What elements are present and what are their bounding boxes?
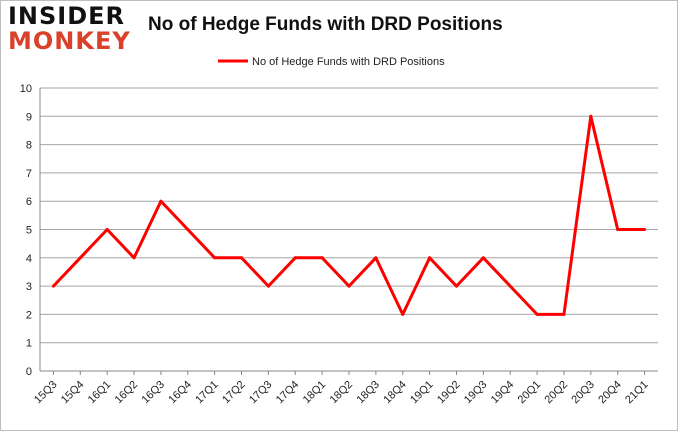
x-tick-label: 17Q1 — [193, 379, 221, 407]
x-tick-label: 16Q4 — [166, 379, 194, 407]
data-point — [374, 256, 378, 260]
x-tick-label: 16Q1 — [86, 379, 114, 407]
x-tick-label: 18Q3 — [354, 379, 382, 407]
data-point — [266, 284, 270, 288]
x-tick-label: 18Q1 — [301, 379, 329, 407]
data-point — [105, 228, 109, 231]
data-point — [78, 256, 82, 260]
x-tick-label: 20Q1 — [516, 379, 544, 407]
data-point — [186, 228, 190, 231]
x-tick-label: 21Q1 — [623, 379, 651, 407]
y-tick-label: 1 — [26, 338, 32, 350]
x-tick-label: 20Q4 — [596, 379, 624, 407]
y-tick-label: 6 — [26, 196, 32, 208]
insider-monkey-logo: INSIDER MONKEY — [8, 4, 131, 54]
data-point — [159, 199, 163, 203]
data-point — [401, 312, 405, 316]
x-tick-label: 17Q3 — [247, 379, 275, 407]
x-tick-label: 16Q2 — [113, 379, 141, 407]
y-tick-label: 0 — [26, 366, 32, 378]
x-tick-label: 19Q3 — [462, 379, 490, 407]
y-tick-label: 7 — [26, 168, 32, 180]
data-point — [508, 284, 512, 288]
data-point — [347, 284, 351, 288]
y-tick-label: 3 — [26, 281, 32, 293]
data-point — [293, 256, 297, 260]
x-tick-label: 18Q4 — [381, 379, 409, 407]
x-tick-label: 15Q4 — [59, 379, 87, 407]
y-tick-label: 2 — [26, 309, 32, 321]
data-point — [535, 312, 539, 316]
data-point — [643, 228, 647, 231]
data-point — [213, 256, 217, 260]
data-point — [428, 256, 432, 260]
data-point — [481, 256, 485, 260]
x-tick-label: 15Q3 — [32, 379, 60, 407]
data-point — [589, 114, 593, 118]
y-tick-label: 9 — [26, 111, 32, 123]
x-tick-label: 19Q1 — [408, 379, 436, 407]
chart-title: No of Hedge Funds with DRD Positions — [148, 14, 503, 35]
y-tick-label: 8 — [26, 140, 32, 152]
data-point — [240, 256, 244, 260]
x-tick-label: 19Q4 — [489, 379, 517, 407]
data-point — [562, 312, 566, 316]
data-point — [454, 284, 458, 288]
y-tick-label: 4 — [26, 253, 32, 265]
data-point — [51, 284, 55, 288]
data-point — [320, 256, 324, 260]
x-tick-label: 17Q2 — [220, 379, 248, 407]
x-tick-label: 16Q3 — [140, 379, 168, 407]
x-tick-label: 18Q2 — [328, 379, 356, 407]
y-tick-label: 10 — [20, 83, 32, 95]
x-tick-label: 19Q2 — [435, 379, 463, 407]
x-tick-label: 20Q3 — [569, 379, 597, 407]
logo-line1: INSIDER — [8, 2, 126, 30]
logo-line2: MONKEY — [8, 27, 131, 55]
y-tick-label: 5 — [26, 225, 32, 237]
legend-label: No of Hedge Funds with DRD Positions — [252, 56, 445, 68]
x-tick-label: 20Q2 — [543, 379, 571, 407]
x-tick-label: 17Q4 — [274, 379, 302, 407]
data-point — [616, 228, 620, 231]
data-point — [132, 256, 136, 260]
